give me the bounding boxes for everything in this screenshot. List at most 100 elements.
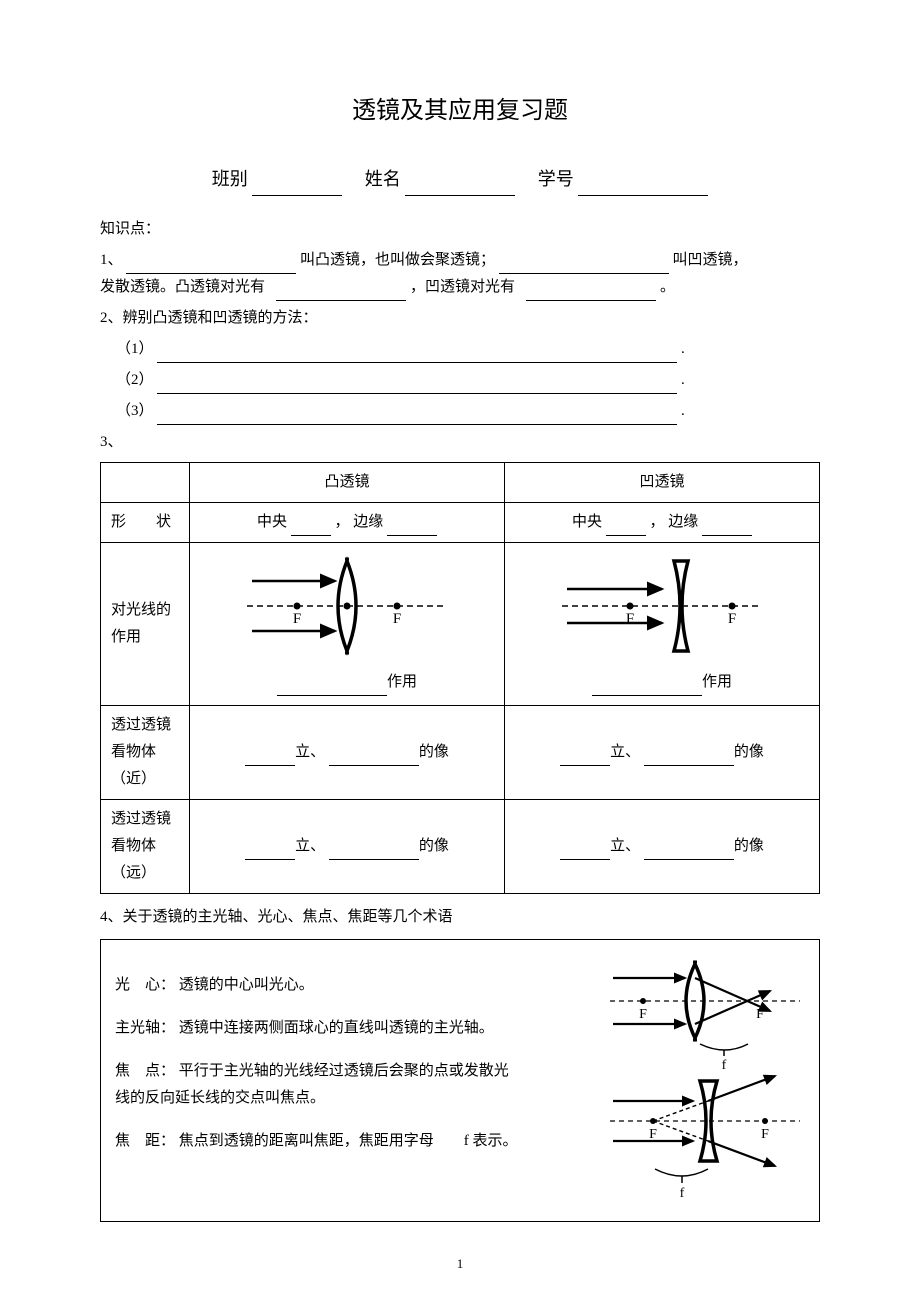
id-blank[interactable]: [578, 195, 708, 196]
concave-center-blank[interactable]: [606, 535, 646, 536]
q2-blank1[interactable]: [157, 362, 677, 363]
student-info-line: 班别 姓名 学号: [100, 163, 820, 195]
concave-lens-diagram: F F: [552, 551, 772, 661]
svg-text:F: F: [649, 1127, 657, 1142]
convex-lens-diagram: F F: [237, 551, 457, 661]
page-title: 透镜及其应用复习题: [100, 90, 820, 133]
q3-num: 3、: [100, 429, 820, 456]
optical-center-text: 透镜的中心叫光心。: [179, 977, 314, 993]
ccf-b1[interactable]: [560, 859, 610, 860]
svg-text:F: F: [639, 1007, 647, 1022]
q4-text: 关于透镜的主光轴、光心、焦点、焦距等几个术语: [123, 909, 453, 925]
axis-text: 透镜中连接两侧面球心的直线叫透镜的主光轴。: [179, 1020, 494, 1036]
row-near-label: 透过透镜看物体（近）: [101, 705, 190, 799]
convex-focus-diagram: F F f: [605, 956, 805, 1071]
q2-blank3[interactable]: [157, 424, 677, 425]
q1-blank4[interactable]: [526, 300, 656, 301]
q1-num: 1、: [100, 252, 123, 268]
q1-t3: 发散透镜。凸透镜对光有: [100, 279, 265, 295]
svg-text:F: F: [761, 1127, 769, 1142]
convex-center-blank[interactable]: [291, 535, 331, 536]
class-blank[interactable]: [252, 195, 342, 196]
ccf-b2[interactable]: [644, 859, 734, 860]
svg-text:F: F: [728, 611, 736, 627]
q1-blank3[interactable]: [276, 300, 406, 301]
sc1: 中央: [257, 514, 287, 530]
q4: 4、关于透镜的主光轴、光心、焦点、焦距等几个术语: [100, 904, 820, 931]
li3: 立、: [295, 838, 325, 854]
li4: 立、: [610, 838, 640, 854]
row-effect-label: 对光线的作用: [101, 542, 190, 705]
dx3: 的像: [419, 838, 449, 854]
sc2: 中央: [572, 514, 602, 530]
ccn-b1[interactable]: [560, 765, 610, 766]
q2-i1: （1）: [116, 341, 154, 357]
cf-b2[interactable]: [329, 859, 419, 860]
q1-blank2[interactable]: [499, 273, 669, 274]
concave-far-cell: 立、 的像: [505, 799, 820, 893]
dx2: 的像: [734, 744, 764, 760]
cf-b1[interactable]: [245, 859, 295, 860]
row-far-label: 透过透镜看物体（远）: [101, 799, 190, 893]
se2: 边缘: [668, 514, 698, 530]
col-concave: 凹透镜: [505, 462, 820, 502]
q2-text: 辨别凸透镜和凹透镜的方法：: [123, 310, 318, 326]
concave-effect-blank[interactable]: [592, 695, 702, 696]
convex-diagram-cell: F F 作用: [190, 542, 505, 705]
q4-num: 4、: [100, 909, 123, 925]
q2-item1: （1） .: [100, 336, 820, 363]
cn-b2[interactable]: [329, 765, 419, 766]
flen-label: 焦 距：: [115, 1128, 175, 1155]
concave-shape-cell: 中央 ， 边缘: [505, 502, 820, 542]
eff1: 作用: [387, 674, 417, 690]
optical-center-label: 光 心：: [115, 972, 175, 999]
q1-blank1[interactable]: [126, 273, 296, 274]
dx1: 的像: [419, 744, 449, 760]
concave-edge-blank[interactable]: [702, 535, 752, 536]
convex-edge-blank[interactable]: [387, 535, 437, 536]
id-label: 学号: [538, 169, 574, 189]
flen-text: 焦点到透镜的距离叫焦距，焦距用字母 f 表示。: [179, 1133, 518, 1149]
col-convex: 凸透镜: [190, 462, 505, 502]
comma1: ，: [334, 514, 349, 530]
q1-t1: 叫凸透镜，也叫做会聚透镜；: [300, 252, 495, 268]
row-blank: [101, 462, 190, 502]
axis-label: 主光轴：: [115, 1015, 175, 1042]
svg-text:f: f: [722, 1058, 727, 1071]
focus-text2: 线的反向延长线的交点叫焦点。: [115, 1090, 325, 1106]
name-blank[interactable]: [405, 195, 515, 196]
concave-diagram-cell: F F 作用: [505, 542, 820, 705]
convex-effect-blank[interactable]: [277, 695, 387, 696]
name-label: 姓名: [365, 169, 401, 189]
focus-text1: 平行于主光轴的光线经过透镜后会聚的点或发散光: [179, 1063, 509, 1079]
q1-t4: ，凹透镜对光有: [410, 279, 515, 295]
q2-dot3: .: [681, 403, 685, 419]
li1: 立、: [295, 744, 325, 760]
q2-dot2: .: [681, 372, 685, 388]
dx4: 的像: [734, 838, 764, 854]
q2-item3: （3） .: [100, 398, 820, 425]
q2: 2、辨别凸透镜和凹透镜的方法：: [100, 305, 820, 332]
q2-i3: （3）: [116, 403, 154, 419]
svg-text:f: f: [680, 1186, 685, 1201]
page-number: 1: [100, 1252, 820, 1275]
concave-near-cell: 立、 的像: [505, 705, 820, 799]
q2-dot1: .: [681, 341, 685, 357]
ccn-b2[interactable]: [644, 765, 734, 766]
terms-box: 光 心： 透镜的中心叫光心。 主光轴： 透镜中连接两侧面球心的直线叫透镜的主光轴…: [100, 939, 820, 1222]
class-label: 班别: [212, 169, 248, 189]
li2: 立、: [610, 744, 640, 760]
q1: 1、 叫凸透镜，也叫做会聚透镜； 叫凹透镜， 发散透镜。凸透镜对光有 ，凹透镜对…: [100, 247, 820, 301]
svg-text:F: F: [626, 611, 634, 627]
q2-num: 2、: [100, 310, 123, 326]
q2-blank2[interactable]: [157, 393, 677, 394]
q2-i2: （2）: [116, 372, 154, 388]
se1: 边缘: [353, 514, 383, 530]
terms-diagrams: F F f F F f: [605, 956, 805, 1201]
q1-t2: 叫凹透镜，: [673, 252, 748, 268]
concave-focus-diagram: F F f: [605, 1071, 805, 1201]
row-shape-label: 形 状: [101, 502, 190, 542]
comma2: ，: [649, 514, 664, 530]
cn-b1[interactable]: [245, 765, 295, 766]
focus-label: 焦 点：: [115, 1058, 175, 1085]
